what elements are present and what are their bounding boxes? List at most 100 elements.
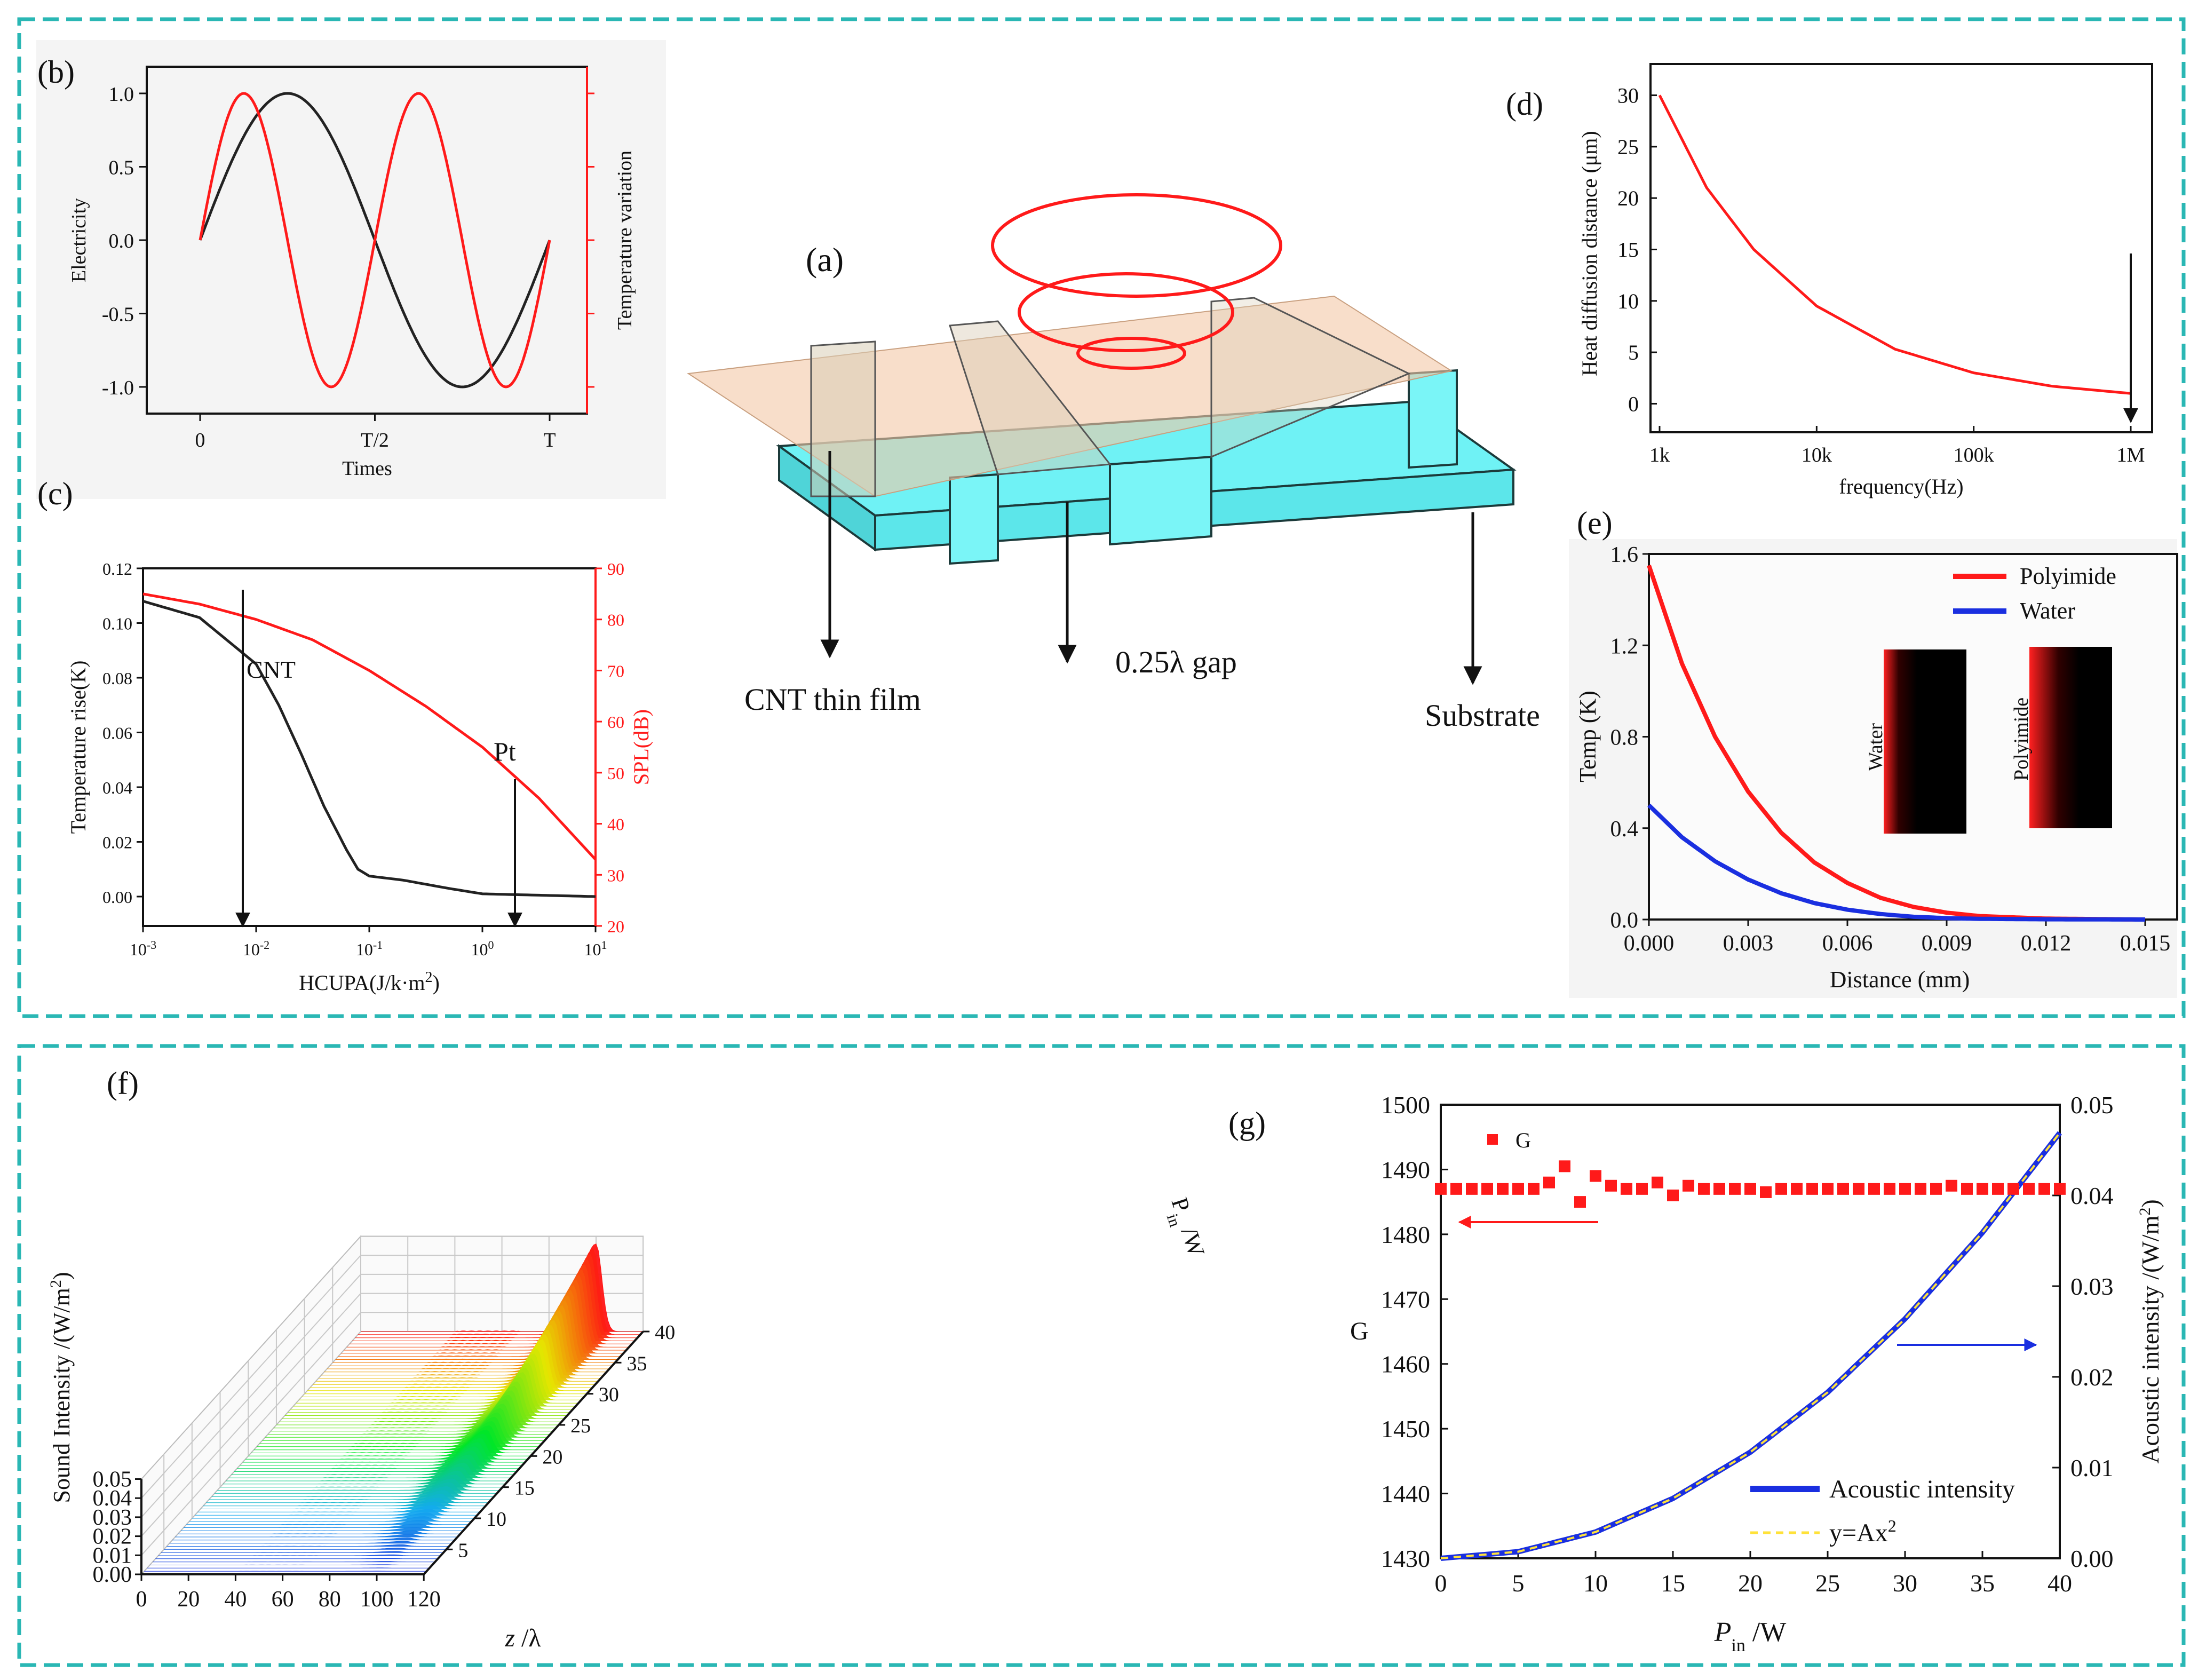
fit-curve [1440, 1132, 2061, 1559]
f-ribbon [164, 1548, 447, 1550]
c-ytick-right-label: 50 [607, 764, 624, 783]
panel-f-ribbons [141, 1243, 644, 1575]
g-point [1713, 1183, 1725, 1195]
f-ribbon [192, 1512, 474, 1519]
g-xtick-label: 10 [1583, 1570, 1608, 1597]
c-ytick-right-label: 20 [607, 917, 624, 936]
g-point [1822, 1183, 1834, 1195]
g-point [1729, 1183, 1741, 1195]
b-ytick-label: 1.0 [109, 83, 134, 106]
f-ribbon [240, 1446, 522, 1466]
pt-annotation: Pt [494, 736, 516, 766]
panel-g-xlabel: Pin /W [1714, 1617, 1787, 1655]
sound-ring-medium [1018, 272, 1234, 352]
panel-b: (b) 1.00.50.0-0.5-1.0 0 T/2 T Electricity … [36, 40, 666, 499]
c-xtick-label: 10-1 [356, 938, 383, 960]
f-ribbon [234, 1454, 517, 1472]
f-left-wall [141, 1234, 361, 1576]
inset-polyimide-label: Polyimide [2010, 698, 2033, 781]
g-ytick-right-label: 0.01 [2070, 1454, 2114, 1481]
panel-f-ylabel: Sound Intensity /(W/m2) [47, 1272, 75, 1503]
panel-a: (a) CNT thin film 0.25λ gap Substrate [687, 193, 1540, 733]
f-ribbon [228, 1462, 511, 1478]
f-ribbon [175, 1534, 458, 1538]
f-ribbon [195, 1509, 478, 1516]
e-ytick-label: 0.0 [1610, 908, 1639, 933]
c-xtick-label: 10-3 [130, 938, 156, 960]
panel-g-ylabel-right: Acoustic intensity /(W/m2) [2136, 1199, 2164, 1463]
f-ribbon [248, 1433, 531, 1456]
panel-c-label: (c) [37, 476, 73, 511]
f-ztick-label: 5 [458, 1539, 468, 1562]
f-ribbon [189, 1516, 472, 1522]
g-point [1946, 1179, 1957, 1192]
f-ribbon [215, 1482, 497, 1494]
f-ytick-label: 0.04 [93, 1486, 132, 1511]
g-ytick-label: 1500 [1381, 1091, 1430, 1119]
ridge-2 [1109, 455, 1212, 546]
e-xtick-label: 0.009 [1922, 931, 1972, 956]
d-xtick-label: 100k [1954, 444, 1994, 466]
f-ztick-label: 15 [514, 1477, 535, 1500]
panel-d-label: (d) [1506, 86, 1543, 122]
f-ribbon [166, 1544, 449, 1547]
c-ytick-right-label: 70 [607, 661, 624, 680]
c-ytick-label: 0.00 [102, 887, 132, 907]
f-ribbon [217, 1478, 500, 1491]
f-ztick-label: 25 [570, 1415, 591, 1437]
g-point [1605, 1179, 1617, 1192]
e-xtick-label: 0.006 [1822, 931, 1873, 956]
panel-f-axes: 0 20 40 60 80 100 120 0.050.040.030.020.010.00 5… [93, 1321, 676, 1612]
b-ytick-label: 0.5 [109, 157, 134, 179]
top-frame [17, 17, 2186, 1018]
g-ytick-right-label: 0.03 [2070, 1273, 2114, 1300]
g-point [1915, 1183, 1926, 1195]
f-ribbon [203, 1497, 486, 1507]
f-ribbon [209, 1490, 491, 1500]
g-point [1466, 1183, 1478, 1195]
c-ytick-label: 0.02 [102, 833, 132, 852]
d-xtick-label: 10k [1802, 444, 1832, 466]
panel-e-label: (e) [1577, 505, 1613, 541]
f-ribbon [197, 1505, 480, 1512]
inset-water [1884, 649, 1966, 834]
f-ytick-label: 0.00 [93, 1563, 132, 1587]
water-curve [1647, 804, 2145, 922]
f-ribbon [180, 1527, 463, 1531]
b-xtick-label: T [543, 429, 556, 451]
g-point [1760, 1186, 1772, 1198]
g-xtick-label: 20 [1738, 1570, 1763, 1597]
g-xtick-label: 15 [1661, 1570, 1685, 1597]
g-point [1512, 1183, 1524, 1195]
g-point [2007, 1183, 2019, 1195]
g-point [2023, 1183, 2035, 1195]
e-ytick-label: 1.2 [1610, 634, 1639, 659]
f-ytick-label: 0.05 [93, 1468, 132, 1492]
gap-label: 0.25λ gap [1115, 645, 1237, 679]
d-xtick-label: 1k [1649, 444, 1670, 466]
panel-a-label: (a) [806, 241, 844, 279]
c-ytick-label: 0.12 [102, 559, 132, 579]
f-ribbon [178, 1530, 461, 1534]
f-ztick-label: 30 [599, 1384, 619, 1406]
g-ytick-label: 1490 [1381, 1156, 1430, 1183]
spl-curve [142, 592, 597, 861]
e-xtick-label: 0.012 [2021, 931, 2072, 956]
legend-polyimide: Polyimide [2020, 563, 2116, 589]
f-ribbon [220, 1475, 503, 1488]
g-xtick-label: 35 [1970, 1570, 1995, 1597]
e-xtick-label: 0.003 [1723, 931, 1774, 956]
f-ztick-label: 40 [655, 1321, 675, 1344]
g-point [1528, 1183, 1540, 1195]
panel-b-xlabel: Times [342, 457, 392, 480]
c-ytick-right-label: 30 [607, 866, 624, 885]
c-ytick-right-label: 40 [607, 815, 624, 834]
film-wall-2 [948, 320, 1112, 476]
d-ytick-label: 10 [1617, 289, 1639, 313]
g-ytick-right-label: 0.02 [2070, 1364, 2114, 1391]
g-point [1806, 1183, 1818, 1195]
panel-c-xlabel: HCUPA(J/k·m2) [299, 969, 440, 995]
g-point [1497, 1183, 1509, 1195]
g-point [1683, 1179, 1694, 1192]
